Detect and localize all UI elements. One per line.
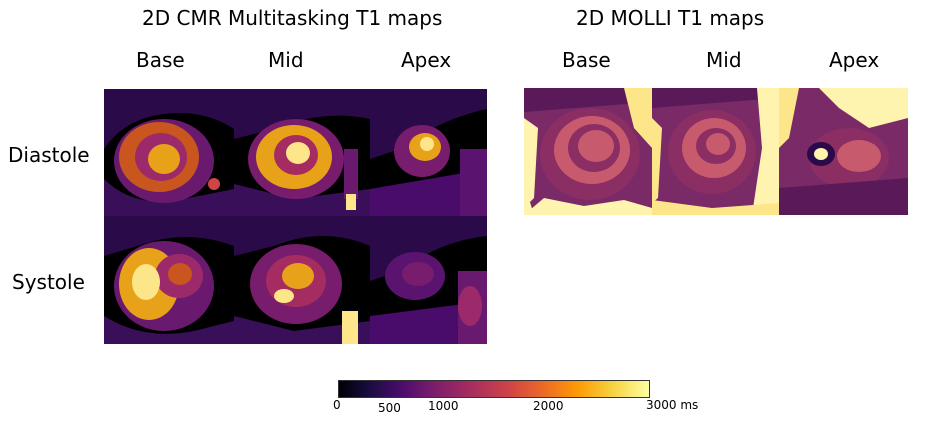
col-label-mid-multitasking: Mid	[268, 48, 304, 72]
colorbar-tick-2000: 2000	[533, 399, 564, 413]
col-label-base-molli: Base	[562, 48, 611, 72]
colorbar-tick-0: 0	[333, 398, 341, 412]
row-label-diastole: Diastole	[8, 143, 90, 167]
colorbar-tick-1000: 1000	[428, 399, 459, 413]
col-label-mid-molli: Mid	[706, 48, 742, 72]
multitasking-diastole-apex-image	[370, 89, 487, 216]
multitasking-diastole-base-image	[104, 89, 234, 216]
molli-base-image	[524, 88, 652, 215]
multitasking-systole-base-image	[104, 216, 234, 344]
row-label-systole: Systole	[12, 270, 85, 294]
t1-colorbar	[338, 380, 650, 398]
colorbar-tick-500: 500	[378, 401, 401, 415]
right-figure-title: 2D MOLLI T1 maps	[576, 6, 765, 30]
molli-mid-image	[652, 88, 779, 215]
col-label-apex-multitasking: Apex	[401, 48, 452, 72]
col-label-apex-molli: Apex	[829, 48, 880, 72]
left-figure-title: 2D CMR Multitasking T1 maps	[142, 6, 443, 30]
multitasking-systole-apex-image	[370, 216, 487, 344]
multitasking-systole-mid-image	[234, 216, 370, 344]
multitasking-diastole-mid-image	[234, 89, 370, 216]
col-label-base-multitasking: Base	[136, 48, 185, 72]
molli-apex-image	[779, 88, 908, 215]
colorbar-tick-3000: 3000 ms	[646, 398, 699, 412]
